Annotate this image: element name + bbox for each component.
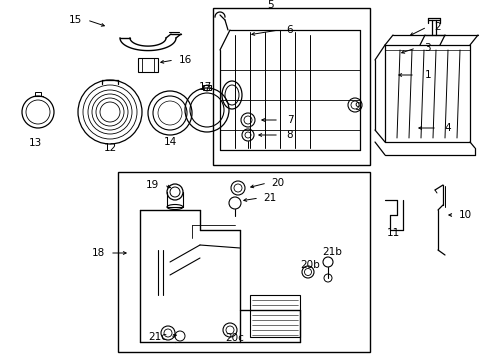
Text: 20c: 20c bbox=[225, 333, 244, 343]
Text: 21c: 21c bbox=[148, 332, 167, 342]
Text: 18: 18 bbox=[91, 248, 104, 258]
Bar bbox=[203, 85, 210, 90]
Text: 9: 9 bbox=[354, 102, 361, 112]
Bar bbox=[213, 8, 369, 165]
Text: 4: 4 bbox=[444, 123, 450, 133]
Bar bbox=[118, 172, 369, 352]
Text: 1: 1 bbox=[424, 70, 430, 80]
Text: 15: 15 bbox=[68, 15, 81, 25]
Text: 3: 3 bbox=[423, 43, 429, 53]
Text: 2: 2 bbox=[434, 22, 440, 32]
Text: 6: 6 bbox=[286, 25, 293, 35]
Text: 5: 5 bbox=[266, 0, 273, 10]
Text: 12: 12 bbox=[103, 143, 116, 153]
Text: 8: 8 bbox=[286, 130, 293, 140]
Text: 17: 17 bbox=[198, 82, 211, 92]
Bar bbox=[138, 58, 158, 72]
Text: 20b: 20b bbox=[300, 260, 319, 270]
Text: 19: 19 bbox=[145, 180, 158, 190]
Text: 21: 21 bbox=[263, 193, 276, 203]
Bar bbox=[35, 92, 41, 96]
Text: 14: 14 bbox=[163, 137, 176, 147]
Text: 21b: 21b bbox=[322, 247, 341, 257]
Text: 11: 11 bbox=[386, 228, 399, 238]
Text: 16: 16 bbox=[178, 55, 191, 65]
Text: 20: 20 bbox=[271, 178, 284, 188]
Text: 13: 13 bbox=[28, 138, 41, 148]
Text: 7: 7 bbox=[286, 115, 293, 125]
Text: 10: 10 bbox=[458, 210, 470, 220]
Bar bbox=[249, 295, 299, 337]
